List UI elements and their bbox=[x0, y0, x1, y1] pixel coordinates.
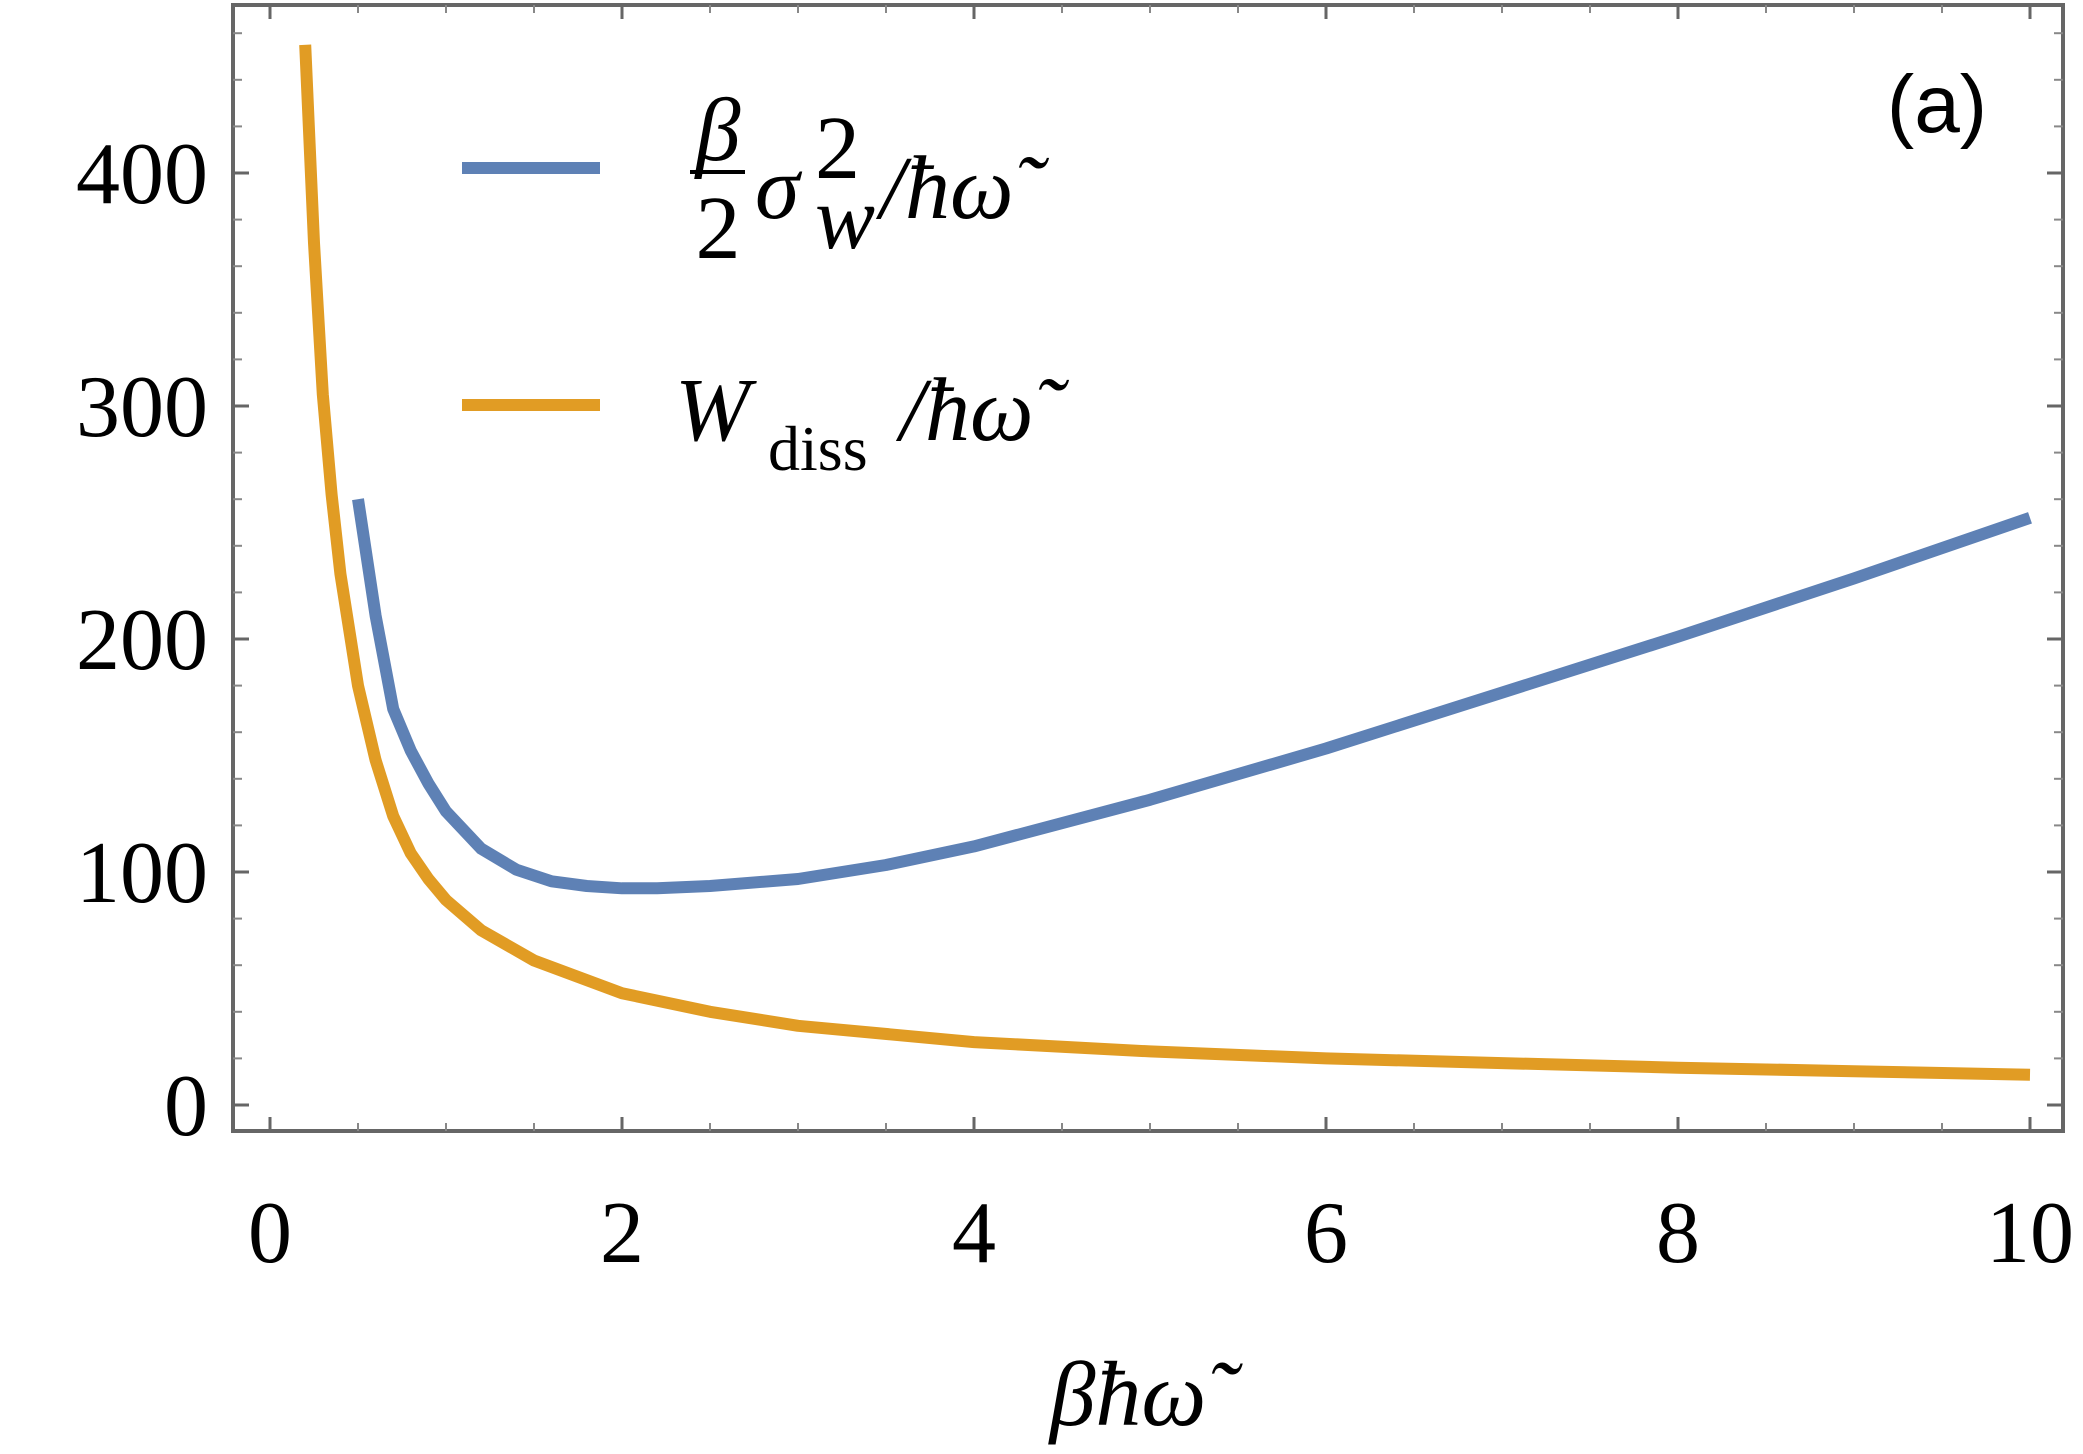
svg-text:2: 2 bbox=[815, 99, 860, 198]
x-tick-labels: 0 2 4 6 8 10 bbox=[248, 1185, 2074, 1282]
y-tick-labels: 0 100 200 300 400 bbox=[76, 126, 208, 1155]
y-tick-label: 200 bbox=[76, 592, 208, 689]
series-layer bbox=[299, 44, 2032, 1081]
y-tick-label: 0 bbox=[164, 1058, 208, 1155]
x-tick-label: 0 bbox=[248, 1185, 292, 1282]
series-line-0 bbox=[352, 498, 2032, 895]
major-ticks bbox=[233, 5, 2063, 1131]
x-tick-label: 6 bbox=[1304, 1185, 1348, 1282]
svg-text:W: W bbox=[675, 361, 757, 460]
svg-text:σ: σ bbox=[755, 139, 803, 238]
panel-label: (a) bbox=[1887, 59, 1987, 150]
svg-text:w: w bbox=[815, 169, 875, 268]
y-tick-label: 400 bbox=[76, 126, 208, 223]
legend: β 2 σ 2 w /ħω̃ W diss /ħω̃ bbox=[462, 81, 1070, 484]
svg-text:/ħω̃: /ħω̃ bbox=[875, 139, 1050, 238]
series-line-1 bbox=[299, 44, 2031, 1081]
svg-text:diss: diss bbox=[768, 413, 868, 484]
x-tick-label: 4 bbox=[952, 1185, 996, 1282]
y-tick-label: 300 bbox=[76, 359, 208, 456]
legend-label-variance: β 2 σ 2 w /ħω̃ bbox=[690, 81, 1050, 278]
x-axis-label: βħω̃ bbox=[1048, 1343, 1244, 1445]
y-tick-label: 100 bbox=[76, 825, 208, 922]
svg-text:2: 2 bbox=[696, 179, 741, 278]
minor-ticks bbox=[233, 5, 2063, 1131]
x-tick-label: 8 bbox=[1656, 1185, 1700, 1282]
plot-frame bbox=[231, 3, 2065, 1133]
svg-text:/ħω̃: /ħω̃ bbox=[895, 361, 1070, 460]
svg-text:β: β bbox=[694, 81, 741, 180]
x-tick-label: 10 bbox=[1986, 1185, 2074, 1282]
legend-label-wdiss: W diss /ħω̃ bbox=[675, 361, 1070, 484]
x-tick-label: 2 bbox=[600, 1185, 644, 1282]
